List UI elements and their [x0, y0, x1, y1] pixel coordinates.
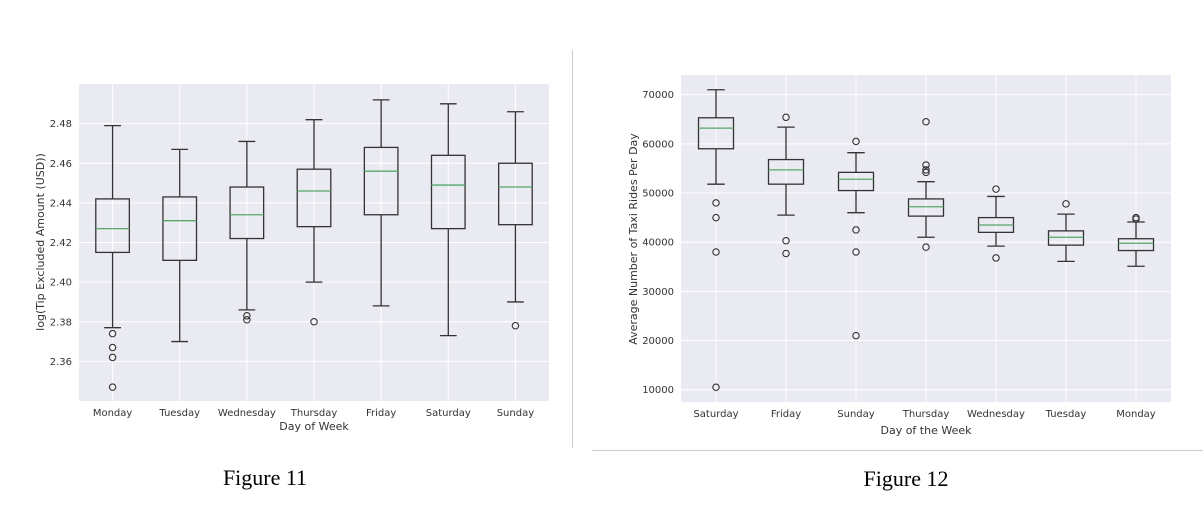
iqr-box — [229, 186, 265, 240]
outlier-point — [922, 168, 930, 177]
outlier-point — [1132, 215, 1140, 223]
outlier-point — [712, 383, 720, 391]
y-tick-label: 70000 — [642, 90, 674, 101]
outlier-point — [852, 137, 860, 146]
x-tick-label: Monday — [1116, 409, 1156, 420]
x-axis-label: Day of the Week — [880, 424, 972, 437]
outlier-point — [712, 213, 720, 222]
x-tick-label: Tuesday — [158, 408, 200, 419]
x-tick-label: Wednesday — [967, 409, 1025, 420]
x-tick-label: Thursday — [902, 409, 950, 420]
box-friday — [767, 113, 805, 258]
outlier-point — [922, 243, 930, 251]
outlier-point — [712, 248, 720, 256]
iqr-box — [95, 198, 131, 254]
outlier-point — [243, 312, 251, 320]
y-axis-label: Average Number of Taxi Rides Per Day — [627, 133, 640, 345]
iqr-box — [497, 162, 533, 226]
y-tick-label: 2.40 — [50, 278, 72, 289]
box-wednesday — [229, 140, 265, 324]
y-tick-label: 2.44 — [50, 198, 72, 209]
outlier-point — [782, 236, 790, 245]
outlier-point — [243, 316, 251, 324]
box-friday — [363, 99, 399, 307]
iqr-box — [296, 168, 332, 228]
outlier-point — [782, 249, 790, 258]
x-tick-label: Wednesday — [218, 408, 276, 419]
x-tick-label: Saturday — [693, 409, 738, 420]
y-tick-label: 2.36 — [50, 357, 72, 368]
box-monday — [95, 124, 131, 391]
figure-caption: Figure 11 — [223, 465, 307, 490]
y-tick-label: 2.38 — [50, 317, 72, 328]
x-tick-label: Friday — [366, 408, 396, 419]
x-tick-label: Sunday — [497, 408, 534, 419]
box-sunday — [497, 111, 533, 330]
x-tick-label: Thursday — [290, 408, 338, 419]
outlier-point — [922, 117, 930, 126]
box-thursday — [296, 119, 332, 326]
chart-figure-12: 10000 20000 30000 40000 50000 60000 70000 Satu… — [627, 75, 1171, 491]
x-tick-label: Saturday — [426, 408, 471, 419]
chart-figure-11: 2.36 2.38 2.40 2.42 2.44 2.46 2.48 Monday Tuesd… — [34, 84, 549, 490]
iqr-box — [837, 171, 875, 192]
outlier-point — [782, 113, 790, 122]
outlier-point — [852, 226, 860, 234]
iqr-box — [767, 158, 805, 185]
x-tick-label: Tuesday — [1045, 409, 1087, 420]
box-thursday — [907, 117, 945, 251]
outlier-point — [992, 185, 1000, 193]
iqr-box — [363, 146, 399, 216]
box-tuesday — [1047, 200, 1085, 263]
y-tick-label: 20000 — [642, 336, 674, 347]
outlier-point — [852, 248, 860, 256]
iqr-box — [430, 154, 466, 230]
x-axis-label: Day of Week — [279, 420, 349, 433]
outlier-point — [310, 317, 318, 326]
y-tick-label: 30000 — [642, 287, 674, 298]
outlier-point — [922, 161, 930, 169]
box-tuesday — [162, 148, 198, 343]
iqr-box — [162, 196, 198, 261]
y-tick-label: 50000 — [642, 189, 674, 200]
outlier-point — [108, 329, 117, 338]
iqr-box — [907, 198, 945, 217]
figure-caption: Figure 12 — [864, 466, 949, 491]
box-saturday — [697, 89, 735, 391]
outlier-point — [511, 321, 520, 330]
y-tick-label: 60000 — [642, 139, 674, 150]
y-axis-label: log(Tip Excluded Amount (USD)) — [34, 153, 47, 331]
outlier-point — [852, 331, 860, 340]
box-monday — [1117, 213, 1155, 267]
outlier-point — [108, 383, 117, 391]
x-tick-label: Monday — [93, 408, 133, 419]
y-tick-label: 2.42 — [50, 238, 72, 249]
outlier-point — [1062, 200, 1070, 208]
y-tick-label: 2.46 — [50, 159, 72, 170]
outlier-point — [992, 254, 1000, 262]
outlier-point — [108, 353, 117, 362]
outlier-point — [108, 343, 117, 352]
y-tick-label: 40000 — [642, 238, 674, 249]
outlier-point — [922, 166, 930, 174]
iqr-box — [1117, 238, 1155, 252]
x-tick-label: Friday — [771, 409, 801, 420]
box-saturday — [430, 103, 466, 337]
box-sunday — [837, 137, 875, 340]
iqr-box — [697, 117, 735, 150]
box-wednesday — [977, 185, 1015, 262]
y-tick-label: 10000 — [642, 385, 674, 396]
x-tick-label: Sunday — [837, 409, 874, 420]
outlier-point — [712, 199, 720, 207]
y-tick-label: 2.48 — [50, 119, 72, 130]
iqr-box — [1047, 230, 1085, 246]
